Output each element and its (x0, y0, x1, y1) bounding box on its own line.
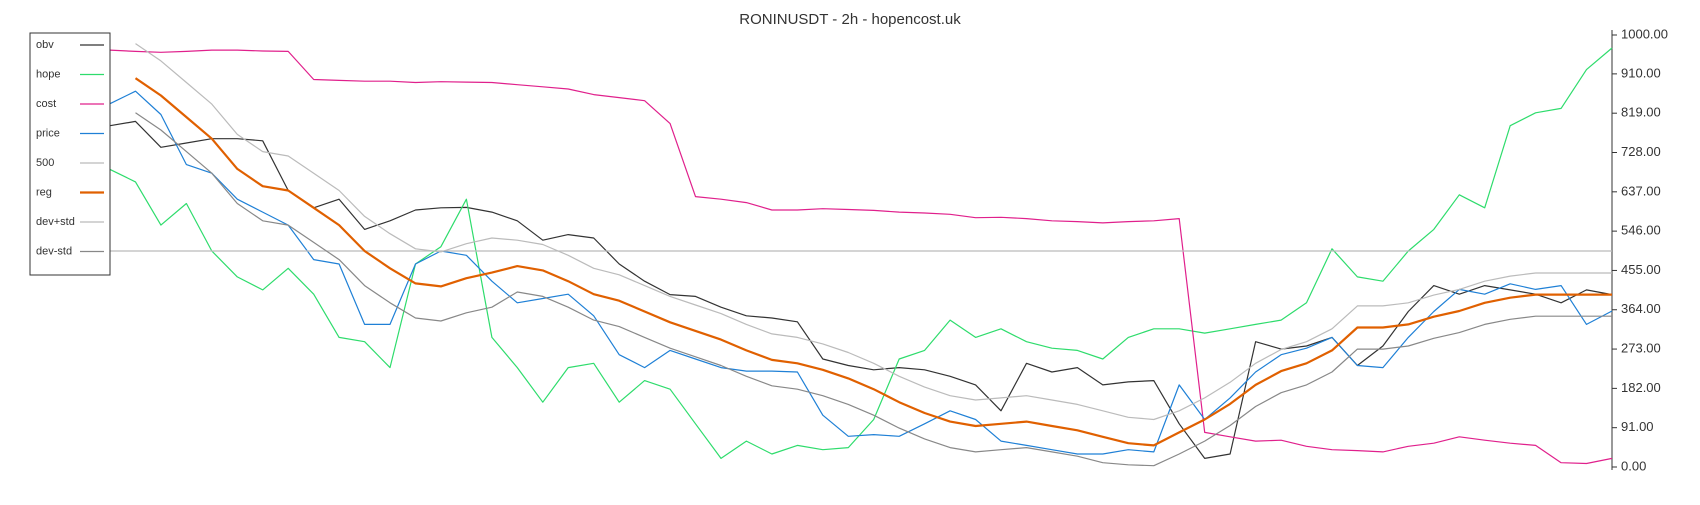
y-tick-label: 728.00 (1621, 144, 1661, 159)
y-tick-label: 910.00 (1621, 65, 1661, 80)
series-line (109, 90, 1613, 455)
chart-title: RONINUSDT - 2h - hopencost.uk (739, 11, 961, 28)
legend-label: obv (36, 39, 54, 51)
legend-label: dev+std (36, 216, 75, 228)
y-tick-label: 637.00 (1621, 183, 1661, 198)
y-tick-label: 546.00 (1621, 223, 1661, 238)
legend-box (29, 32, 111, 276)
y-tick-label: 455.00 (1621, 262, 1661, 277)
y-tick-label: 1000.00 (1621, 26, 1668, 41)
legend-label: reg (36, 186, 52, 198)
series-line (109, 47, 1613, 459)
legend-label: hope (36, 68, 60, 80)
legend-label: 500 (36, 157, 54, 169)
y-tick-label: 273.00 (1621, 341, 1661, 356)
y-tick-label: 819.00 (1621, 105, 1661, 120)
series-line (109, 120, 1613, 459)
legend-label: cost (36, 98, 56, 110)
y-tick-label: 182.00 (1621, 380, 1661, 395)
series-line (109, 49, 1613, 465)
y-tick-label: 364.00 (1621, 301, 1661, 316)
legend-label: dev-std (36, 245, 72, 257)
series-line (135, 112, 1612, 467)
y-tick-label: 91.00 (1621, 419, 1654, 434)
series-line (135, 43, 1612, 421)
y-tick-label: 0.00 (1621, 458, 1646, 473)
legend-label: price (36, 127, 60, 139)
series-line (134, 77, 1612, 447)
